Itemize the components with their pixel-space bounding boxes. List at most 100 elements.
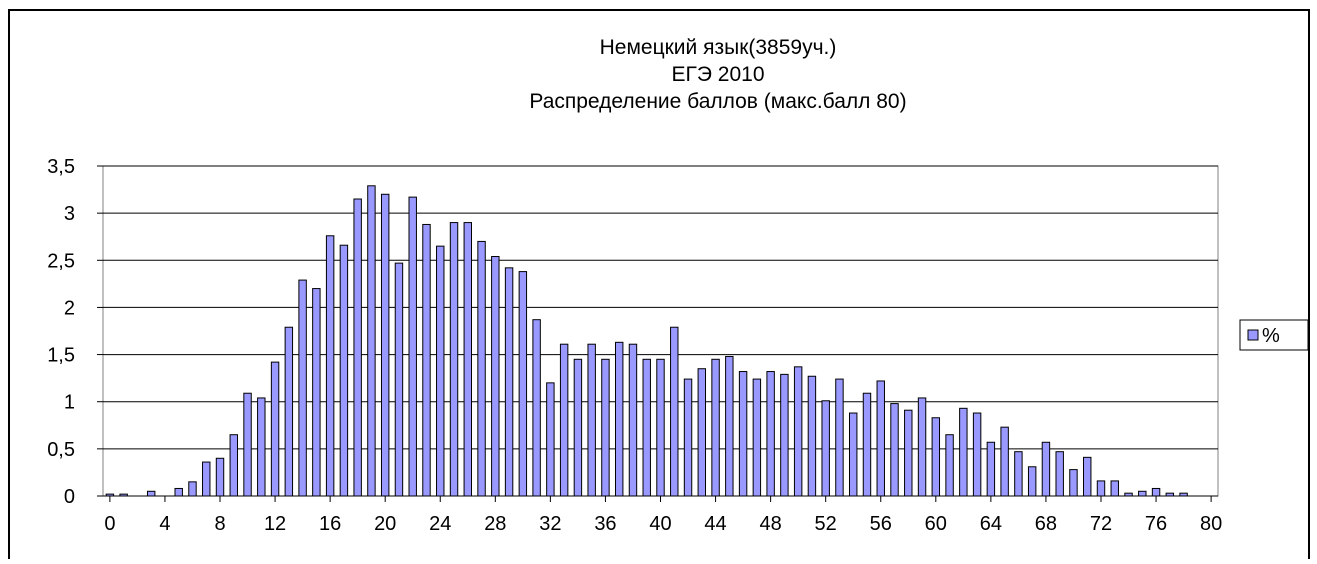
bar <box>105 493 115 497</box>
bar <box>229 434 238 497</box>
bar <box>862 392 872 497</box>
x-tick-label: 76 <box>1145 513 1167 535</box>
bar <box>573 358 583 497</box>
bar <box>188 481 197 497</box>
x-tick-label: 44 <box>704 513 726 535</box>
y-tick-label: 2 <box>64 297 75 319</box>
x-tick-label: 36 <box>594 513 616 535</box>
bar <box>284 326 294 497</box>
bar <box>436 245 445 497</box>
bar <box>614 341 624 497</box>
x-tick-label: 80 <box>1200 513 1222 535</box>
bar <box>683 378 693 497</box>
y-tick-label: 0,5 <box>47 439 75 461</box>
bar <box>1138 490 1147 497</box>
y-tick-label: 1,5 <box>47 345 75 367</box>
bar <box>876 380 885 497</box>
bar <box>270 361 280 497</box>
x-tick-label: 40 <box>649 513 671 535</box>
x-tick-label: 0 <box>104 513 115 535</box>
bar <box>793 366 803 497</box>
chart-title: Распределение баллов (макс.балл 80) <box>529 90 906 113</box>
bar <box>1041 441 1051 497</box>
bar <box>1179 492 1188 497</box>
x-tick-label: 16 <box>319 513 341 535</box>
bar <box>628 343 638 497</box>
chart-title: Немецкий язык(3859уч.) <box>600 36 837 59</box>
legend: % <box>1239 319 1309 351</box>
bar <box>449 222 459 497</box>
bar <box>353 198 362 497</box>
bar <box>601 358 610 497</box>
bar <box>518 271 528 497</box>
x-tick-label: 24 <box>429 513 451 535</box>
bar <box>1069 469 1078 497</box>
bar <box>752 378 762 497</box>
bar <box>202 461 211 497</box>
bar <box>1110 480 1119 497</box>
x-tick-label: 48 <box>759 513 781 535</box>
y-tick-label: 0 <box>64 486 75 508</box>
bar <box>298 279 307 497</box>
x-tick-label: 28 <box>484 513 506 535</box>
x-tick-label: 52 <box>815 513 837 535</box>
x-tick-label: 20 <box>374 513 396 535</box>
bar <box>546 382 555 497</box>
bar <box>325 235 335 497</box>
bar <box>656 358 665 497</box>
x-tick-label: 68 <box>1035 513 1057 535</box>
bar <box>257 397 266 497</box>
bar <box>312 288 321 497</box>
bar <box>408 196 417 497</box>
x-tick-label: 32 <box>539 513 561 535</box>
bar <box>835 378 844 497</box>
bar <box>215 457 225 497</box>
bar <box>821 400 830 497</box>
bar <box>972 412 982 497</box>
y-tick-label: 3 <box>64 203 75 225</box>
y-tick-label: 1 <box>64 392 75 414</box>
bar <box>780 373 789 497</box>
bar <box>1000 426 1009 497</box>
bar <box>1083 456 1092 497</box>
bar <box>1096 480 1106 497</box>
chart-title: ЕГЭ 2010 <box>671 63 764 86</box>
bar <box>1055 451 1064 497</box>
bar <box>642 358 651 497</box>
legend-label: % <box>1262 325 1280 347</box>
bar <box>917 397 927 497</box>
x-tick-label: 12 <box>264 513 286 535</box>
bar <box>807 375 817 497</box>
bar <box>532 319 541 497</box>
bar <box>670 326 679 497</box>
bar <box>174 487 183 497</box>
bar <box>1124 492 1133 497</box>
bar <box>1014 451 1023 497</box>
legend-box <box>1239 319 1309 351</box>
bar <box>725 355 734 497</box>
x-tick-label: 60 <box>925 513 947 535</box>
bar <box>339 244 349 497</box>
x-tick-label: 8 <box>214 513 225 535</box>
bar <box>463 222 473 497</box>
x-tick-label: 56 <box>870 513 892 535</box>
y-tick-label: 3,5 <box>47 156 75 178</box>
bar <box>848 412 858 497</box>
bar <box>986 441 996 497</box>
bar <box>559 343 569 497</box>
bar <box>766 371 775 497</box>
bar <box>243 392 252 497</box>
bar <box>367 185 376 497</box>
bar <box>477 240 486 497</box>
x-tick-label: 4 <box>159 513 170 535</box>
x-tick-label: 72 <box>1090 513 1112 535</box>
y-tick-label: 2,5 <box>47 250 75 272</box>
title-group: Немецкий язык(3859уч.) ЕГЭ 2010 Распределе… <box>529 36 906 113</box>
bar <box>1027 466 1037 497</box>
bar <box>380 193 390 497</box>
bar <box>711 358 720 497</box>
bar <box>738 371 748 497</box>
bar <box>394 262 404 497</box>
